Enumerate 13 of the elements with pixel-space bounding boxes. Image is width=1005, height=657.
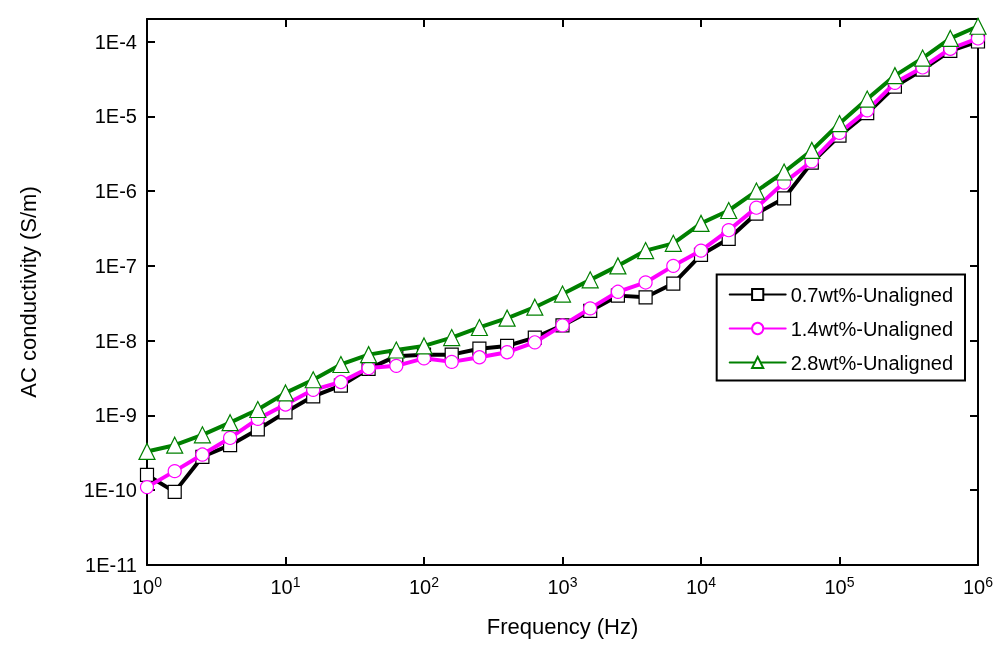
legend-label: 1.4wt%-Unaligned <box>790 317 954 340</box>
y-tick-label: 1E-10 <box>83 479 137 502</box>
y-tick-label: 1E-9 <box>94 404 137 427</box>
y-tick-label: 1E-8 <box>94 329 137 352</box>
legend-label: 0.7wt%-Unaligned <box>790 283 954 306</box>
legend-label: 2.8wt%-Unaligned <box>790 351 954 374</box>
y-tick-label: 1E-7 <box>94 254 137 277</box>
x-axis-title: Frequency (Hz) <box>486 613 639 639</box>
y-tick-label: 1E-5 <box>94 105 137 128</box>
y-tick-label: 1E-6 <box>94 180 137 203</box>
y-axis-title: AC conductivity (S/m) <box>15 186 41 398</box>
y-tick-label: 1E-11 <box>85 554 137 576</box>
y-tick-label: 1E-4 <box>94 30 137 53</box>
